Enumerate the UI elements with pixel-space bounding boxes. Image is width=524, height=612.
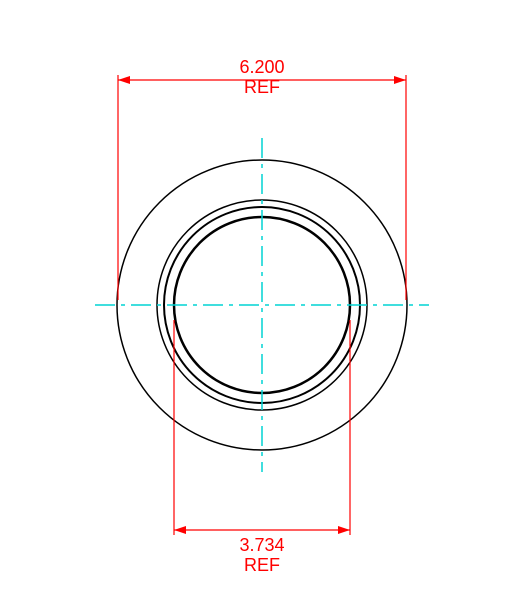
mid-circle-outer [157,200,367,410]
dimension-top-text: 6.200 REF [236,58,288,98]
dimension-top-value: 6.200 [236,58,288,78]
dimension-bottom-value: 3.734 [236,536,288,556]
drawing-container: 6.200 REF 3.734 REF [0,0,524,612]
dimension-bottom-ref: REF [236,556,288,576]
dimension-top-ref: REF [236,78,288,98]
dimension-bottom-text: 3.734 REF [236,536,288,576]
